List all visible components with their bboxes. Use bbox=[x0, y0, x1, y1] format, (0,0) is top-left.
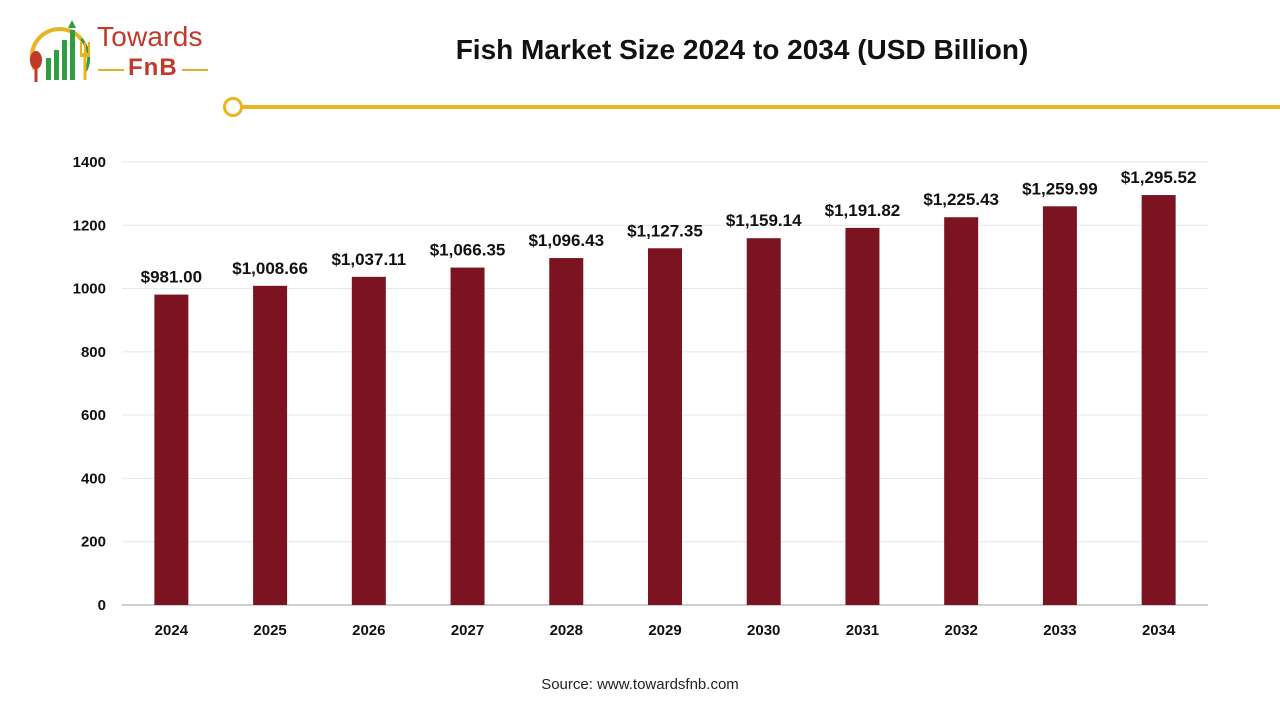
y-tick-label: 1400 bbox=[73, 154, 106, 171]
x-tick-label-2032: 2032 bbox=[944, 622, 977, 639]
y-tick-label: 400 bbox=[81, 470, 106, 487]
logo-text-towards: Towards bbox=[97, 21, 203, 52]
bar-2025 bbox=[253, 285, 288, 605]
x-tick-label-2033: 2033 bbox=[1043, 622, 1076, 639]
y-tick-label: 200 bbox=[81, 534, 106, 551]
x-tick-label-2030: 2030 bbox=[747, 622, 780, 639]
logo-emblem-icon bbox=[29, 20, 91, 82]
bar-2026 bbox=[351, 276, 386, 605]
y-tick-label: 800 bbox=[81, 344, 106, 361]
data-label-2027: $1,066.35 bbox=[430, 241, 506, 260]
data-label-2028: $1,096.43 bbox=[528, 231, 604, 250]
x-tick-label-2028: 2028 bbox=[550, 622, 583, 639]
bar-2029 bbox=[648, 248, 682, 606]
bar-2027 bbox=[450, 267, 485, 605]
logo-dash-left bbox=[98, 69, 124, 71]
data-label-2033: $1,259.99 bbox=[1022, 179, 1098, 198]
data-label-2025: $1,008.66 bbox=[232, 259, 308, 278]
logo-text-fnb: FnB bbox=[128, 54, 178, 81]
brand-logo: Towards FnB bbox=[24, 18, 214, 90]
data-label-2030: $1,159.14 bbox=[726, 211, 802, 230]
data-label-2034: $1,295.52 bbox=[1121, 168, 1197, 187]
y-tick-label: 1200 bbox=[73, 217, 106, 234]
logo-dash-right bbox=[182, 69, 208, 71]
data-label-2032: $1,225.43 bbox=[923, 190, 999, 209]
accent-divider bbox=[242, 105, 1280, 109]
accent-divider-dot bbox=[223, 97, 243, 117]
data-label-2024: $981.00 bbox=[141, 268, 202, 287]
x-tick-label-2025: 2025 bbox=[253, 622, 286, 639]
y-tick-label: 1000 bbox=[73, 281, 106, 298]
x-tick-label-2027: 2027 bbox=[451, 622, 484, 639]
bar-2030 bbox=[746, 238, 781, 606]
bar-2031 bbox=[845, 227, 880, 606]
data-label-2026: $1,037.11 bbox=[331, 250, 406, 269]
data-label-2031: $1,191.82 bbox=[825, 201, 901, 220]
data-label-2029: $1,127.35 bbox=[627, 221, 703, 240]
x-tick-label-2029: 2029 bbox=[648, 622, 681, 639]
x-tick-label-2026: 2026 bbox=[352, 622, 385, 639]
bar-2024 bbox=[154, 294, 189, 605]
y-tick-label: 0 bbox=[98, 597, 106, 614]
y-tick-label: 600 bbox=[81, 407, 106, 424]
bar-2033 bbox=[1042, 206, 1077, 605]
source-note: Source: www.towardsfnb.com bbox=[541, 676, 739, 693]
x-tick-label-2024: 2024 bbox=[155, 622, 189, 639]
x-tick-label-2031: 2031 bbox=[846, 622, 879, 639]
x-tick-label-2034: 2034 bbox=[1142, 622, 1176, 639]
bar-2032 bbox=[944, 217, 979, 605]
chart-title: Fish Market Size 2024 to 2034 (USD Billi… bbox=[455, 34, 1029, 65]
bar-2034 bbox=[1141, 195, 1176, 605]
bar-2028 bbox=[549, 258, 584, 605]
